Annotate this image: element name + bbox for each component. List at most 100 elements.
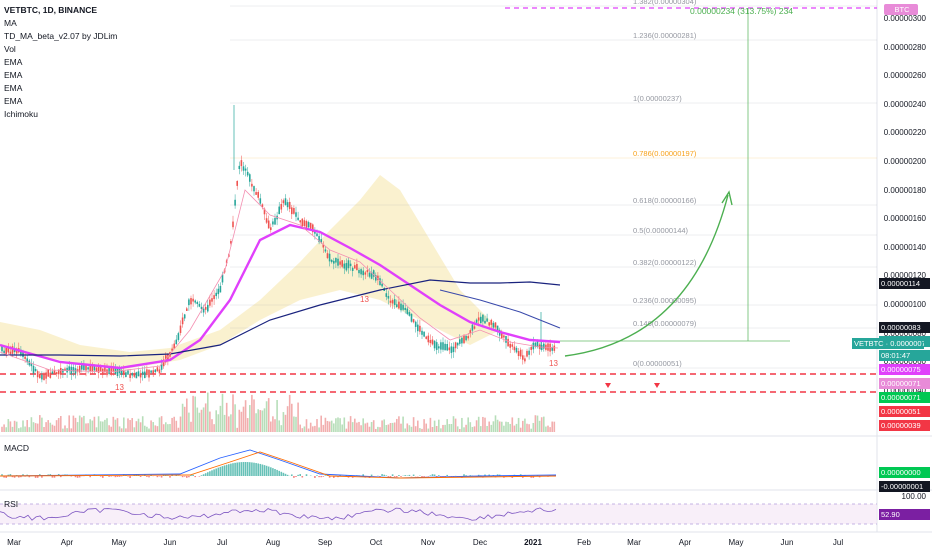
macd-histogram-bar [60,476,62,478]
candle-body [452,346,455,353]
candle-body [503,335,505,338]
volume-bar [425,423,427,432]
candle-body [349,263,352,267]
volume-bar [255,413,257,432]
macd-histogram-bar [41,476,43,478]
candle-body [64,368,66,371]
macd-histogram-bar [223,465,226,476]
volume-bar [282,412,285,432]
macd-histogram-bar [412,474,415,476]
volume-bar [320,415,322,432]
candle-body [158,369,161,374]
candle-body [288,201,291,209]
candle-body [267,220,270,229]
macd-histogram-bar [324,475,327,476]
volume-bar [448,424,451,432]
volume-bar [190,421,192,432]
volume-bar [452,416,455,432]
indicator-ema-1[interactable]: EMA [4,57,23,67]
price-axis-label: 0.00000260 [883,71,926,81]
macd-histogram-bar [477,474,480,476]
rsi-pane-title[interactable]: RSI [4,499,19,509]
macd-pane-title[interactable]: MACD [4,443,30,453]
candle-body [127,370,129,375]
volume-bar [211,419,213,432]
candle-body [427,335,430,343]
volume-bar [435,425,438,432]
indicator-ema-2[interactable]: EMA [4,70,23,80]
candle-body [511,344,514,347]
candle-body [213,295,215,300]
volume-bar [148,428,150,432]
volume-bar [505,421,507,432]
price-axis-label: 0.00000100 [883,300,926,309]
volume-bar [175,420,178,432]
volume-bar [433,420,436,432]
indicator-td-ma[interactable]: TD_MA_beta_v2.07 by JDLim [4,31,118,41]
candle-body [167,354,169,361]
macd-histogram-bar [219,466,222,476]
volume-bar [314,425,316,432]
price-axis-label: 0.00000160 [883,214,926,224]
price-tag: 0.00000114 [879,278,930,289]
volume-bar [540,417,543,432]
candle-body [326,253,329,259]
macd-histogram-bar [234,462,236,476]
candle-body [421,330,423,335]
symbol-title[interactable]: VETBTC, 1D, BINANCE [4,5,98,15]
candle-body [528,350,530,355]
volume-bar [498,421,501,432]
indicator-ema-4[interactable]: EMA [4,96,23,106]
fib-level-label: 0.146(0.00000079) [633,319,697,328]
indicator-vol[interactable]: Vol [4,44,16,54]
indicator-ema-3[interactable]: EMA [4,83,23,93]
volume-bar [146,426,148,432]
td-count-label: 13 [549,359,558,368]
candle-body [419,325,421,332]
volume-bar [97,416,100,432]
candle-body [345,263,348,271]
macd-histogram-bar [257,463,259,476]
td-count-label: 13 [115,383,124,392]
candle-body [9,351,12,354]
macd-histogram-bar [200,475,203,476]
macd-histogram-bar [370,474,373,476]
macd-histogram-bar [190,474,192,476]
volume-bar [244,400,247,432]
candle-body [242,166,245,171]
indicator-ma[interactable]: MA [4,18,17,28]
candle-body [417,324,419,332]
volume-bar [207,392,209,432]
candle-body [89,365,91,372]
candle-body [286,202,289,208]
volume-bar [471,426,474,432]
macd-line [0,449,557,479]
candle-body [517,351,520,357]
macd-histogram-bar [465,475,467,476]
indicator-ichimoku[interactable]: Ichimoku [4,109,39,119]
macd-histogram-bar [169,476,171,478]
volume-bar [188,412,190,432]
candle-body [400,303,402,311]
volume-bar [473,426,476,432]
volume-bar [200,409,203,432]
volume-bar [410,426,413,432]
volume-bar [532,422,535,432]
candle-body [282,200,285,204]
candle-body [261,204,264,208]
volume-bar [360,425,362,432]
macd-histogram-bar [328,476,331,478]
currency-badge[interactable]: BTC [884,4,918,15]
candle-body [377,275,379,281]
volume-bar [490,424,493,432]
volume-bar [141,416,144,432]
volume-bar [204,403,207,432]
candle-body [333,260,335,264]
volume-bar [543,416,545,432]
volume-bar [351,422,354,432]
candle-body [211,298,213,302]
volume-bar [379,427,381,432]
candle-body [358,269,360,274]
